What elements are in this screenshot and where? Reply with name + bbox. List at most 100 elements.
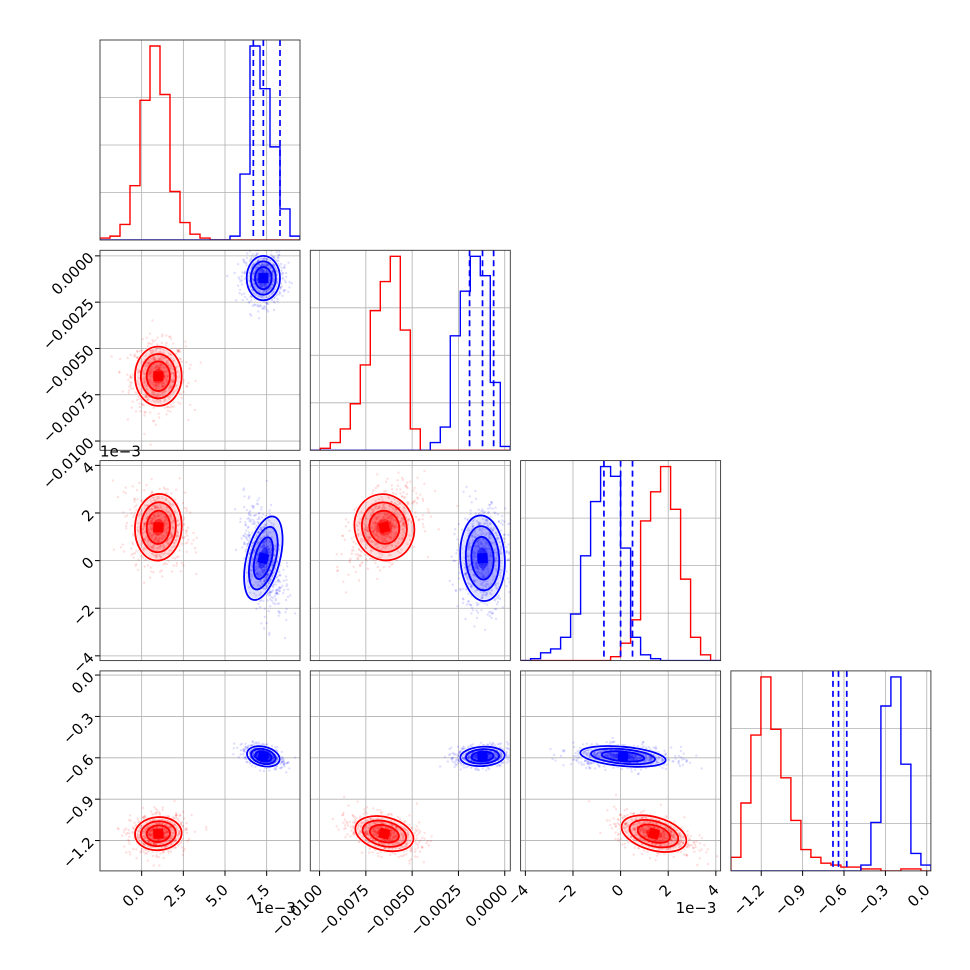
scatter-point <box>379 569 382 572</box>
scatter-point <box>481 510 485 513</box>
scatter-point <box>250 573 254 576</box>
scatter-point <box>240 279 243 282</box>
scatter-point <box>262 305 266 308</box>
scatter-point <box>473 580 476 583</box>
scatter-point <box>167 351 170 355</box>
scatter-point <box>172 564 175 567</box>
scatter-point <box>243 292 246 295</box>
scatter-point <box>356 524 359 528</box>
scatter-point <box>372 528 376 531</box>
scatter-point <box>142 556 145 559</box>
axis-frame <box>520 460 722 662</box>
scatter-point <box>152 394 155 397</box>
scatter-point <box>467 545 470 548</box>
scatter-point <box>165 499 168 502</box>
scatter-point <box>148 830 152 833</box>
scatter-point <box>173 541 176 545</box>
scatter-point <box>174 814 178 817</box>
scatter-point <box>416 476 419 479</box>
scatter-point <box>258 242 260 244</box>
scatter-point <box>165 370 168 374</box>
scatter-point <box>151 349 155 352</box>
scatter-point <box>467 600 470 603</box>
scatter-point <box>261 513 265 516</box>
scatter-point <box>144 395 147 399</box>
scatter-point <box>357 521 360 524</box>
scatter-point <box>484 533 487 537</box>
scatter-point <box>176 531 179 535</box>
scatter-point <box>166 530 169 534</box>
scatter-point <box>287 290 290 293</box>
scatter-point <box>406 542 409 546</box>
scatter-point <box>388 561 392 564</box>
scatter-point <box>255 288 258 291</box>
scatter-point <box>389 537 392 540</box>
scatter-point <box>258 584 262 588</box>
scatter-point <box>380 539 383 542</box>
scatter-point <box>142 382 145 385</box>
scatter-point <box>476 566 479 569</box>
scatter-point <box>402 506 405 510</box>
scatter-point <box>257 310 260 313</box>
scatter-point <box>402 521 406 524</box>
scatter-point <box>263 523 267 527</box>
scatter-point <box>399 519 403 522</box>
scatter-point <box>268 512 271 516</box>
scatter-point <box>192 531 195 535</box>
scatter-point <box>180 360 184 363</box>
scatter-point <box>134 564 137 567</box>
scatter-point <box>270 546 273 550</box>
scatter-point <box>256 571 259 574</box>
scatter-point <box>261 267 265 270</box>
scatter-point <box>511 586 513 588</box>
scatter-point <box>162 381 166 385</box>
scatter-point <box>151 552 154 555</box>
scatter-point <box>389 554 392 557</box>
scatter-point <box>149 369 152 372</box>
contour-line-0 <box>353 493 416 562</box>
scatter-point <box>248 301 251 304</box>
scatter-point <box>141 338 144 341</box>
scatter-point <box>387 496 391 500</box>
scatter-point <box>148 833 151 837</box>
scatter-point <box>147 840 150 843</box>
scatter-point <box>143 836 147 839</box>
scatter-point <box>400 536 404 540</box>
scatter-point <box>143 522 147 525</box>
scatter-point <box>154 367 158 370</box>
scatter-point <box>496 597 499 600</box>
scatter-point <box>184 542 187 545</box>
scatter-point <box>272 308 276 312</box>
scatter-point <box>255 567 258 571</box>
scatter-point <box>400 538 404 541</box>
scatter-point <box>360 562 363 565</box>
scatter-point <box>268 278 271 281</box>
scatter-point <box>406 501 410 504</box>
scatter-point <box>150 370 154 373</box>
scatter-point <box>259 283 262 286</box>
scatter-point <box>151 518 154 521</box>
scatter-point <box>366 567 370 570</box>
scatter-point <box>367 536 370 539</box>
scatter-point <box>164 525 167 529</box>
scatter-point <box>508 590 511 594</box>
scatter-point <box>149 371 152 374</box>
scatter-point <box>396 479 399 482</box>
scatter-point <box>405 492 408 496</box>
scatter-point <box>247 535 250 538</box>
scatter-point <box>143 372 146 376</box>
scatter-point <box>170 832 174 835</box>
scatter-point <box>506 559 509 562</box>
scatter-point <box>387 516 390 520</box>
scatter-point <box>158 416 161 419</box>
scatter-point <box>252 272 255 275</box>
scatter-point <box>496 582 499 585</box>
scatter-point <box>150 491 153 494</box>
scatter-point <box>464 572 467 575</box>
scatter-point <box>369 536 372 540</box>
scatter-point <box>467 527 470 530</box>
scatter-point <box>410 502 414 505</box>
scatter-point <box>153 358 156 362</box>
scatter-point <box>245 264 248 267</box>
scatter-point <box>179 357 182 361</box>
